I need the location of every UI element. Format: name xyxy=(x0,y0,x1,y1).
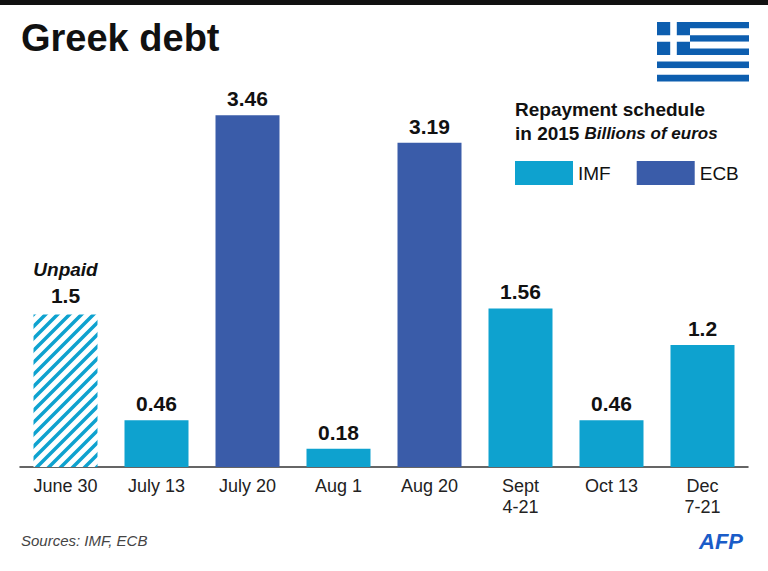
svg-text:Unpaid: Unpaid xyxy=(33,259,98,280)
svg-text:1.56: 1.56 xyxy=(500,280,541,303)
svg-text:ECB: ECB xyxy=(700,163,739,184)
svg-text:AFP: AFP xyxy=(698,529,743,554)
svg-text:4-21: 4-21 xyxy=(502,497,538,517)
svg-text:IMF: IMF xyxy=(578,163,611,184)
svg-text:1.2: 1.2 xyxy=(688,317,717,340)
svg-text:July 20: July 20 xyxy=(219,476,276,496)
svg-text:1.5: 1.5 xyxy=(51,284,81,307)
svg-text:Repayment schedule: Repayment schedule xyxy=(515,99,705,120)
svg-text:3.46: 3.46 xyxy=(227,87,268,110)
svg-text:Aug 1: Aug 1 xyxy=(315,476,362,496)
svg-text:Aug 20: Aug 20 xyxy=(401,476,458,496)
svg-text:June 30: June 30 xyxy=(33,476,97,496)
svg-text:in 2015: in 2015 xyxy=(515,123,580,144)
svg-text:0.46: 0.46 xyxy=(591,392,632,415)
svg-text:0.18: 0.18 xyxy=(318,421,359,444)
svg-text:0.46: 0.46 xyxy=(136,392,177,415)
svg-text:Sources: IMF, ECB: Sources: IMF, ECB xyxy=(21,532,147,549)
svg-text:Oct 13: Oct 13 xyxy=(585,476,638,496)
svg-text:Dec: Dec xyxy=(686,476,718,496)
svg-text:Billions of euros: Billions of euros xyxy=(584,124,717,143)
svg-text:Sept: Sept xyxy=(502,476,539,496)
svg-text:July 13: July 13 xyxy=(128,476,185,496)
svg-text:Greek debt: Greek debt xyxy=(21,17,220,59)
svg-text:7-21: 7-21 xyxy=(684,497,720,517)
svg-text:3.19: 3.19 xyxy=(409,115,450,138)
